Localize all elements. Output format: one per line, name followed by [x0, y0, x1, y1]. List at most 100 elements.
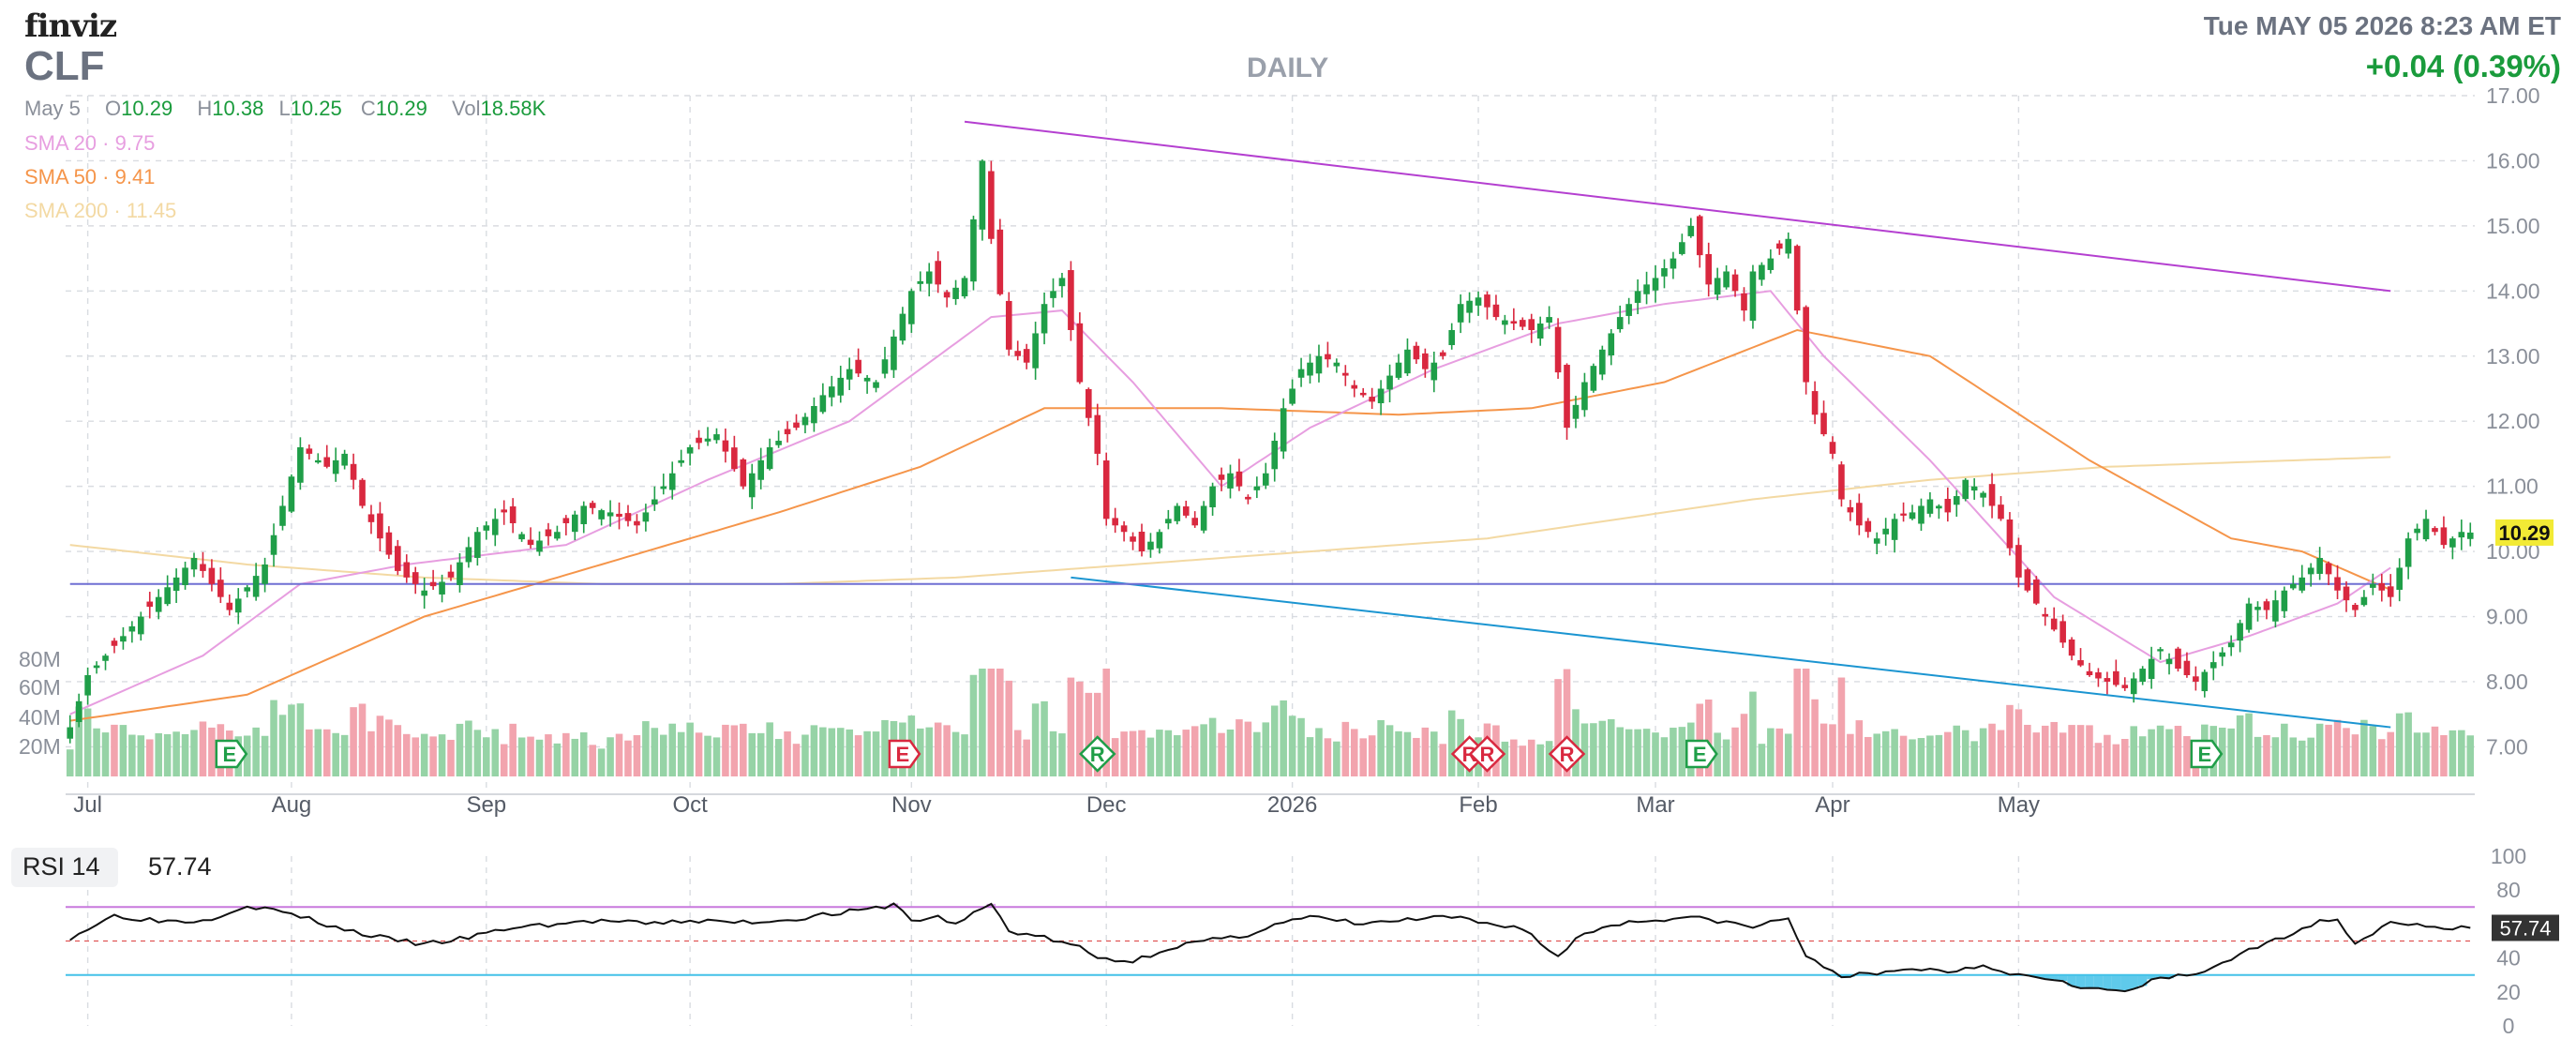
price-tick-label: 13.00	[2486, 344, 2540, 369]
volume-bar	[2076, 725, 2085, 776]
rating-marker[interactable]: R	[1548, 735, 1586, 773]
candle-body	[1696, 216, 1703, 256]
earnings-marker[interactable]: E	[2190, 739, 2224, 769]
candle-body	[1076, 323, 1084, 383]
candle-body	[474, 532, 481, 558]
sma50-legend[interactable]: SMA 50 · 9.41	[24, 165, 156, 188]
candle-body	[988, 171, 995, 239]
month-label: Apr	[1815, 792, 1850, 818]
volume-bar	[784, 731, 791, 776]
close-label: C	[360, 97, 376, 120]
volume-bar	[1297, 717, 1305, 776]
candle-body	[527, 539, 534, 546]
candle-body	[1829, 442, 1836, 454]
earnings-marker[interactable]: E	[215, 739, 248, 769]
earnings-marker[interactable]: E	[888, 739, 921, 769]
candle-body	[1679, 242, 1685, 254]
candle-body	[377, 513, 383, 539]
volume-bar	[2183, 735, 2191, 776]
rsi-label[interactable]: RSI 14	[22, 852, 100, 881]
rsi-oversold-fill	[2111, 974, 2121, 990]
volume-bar	[722, 724, 729, 776]
volume-bar	[951, 731, 960, 776]
volume-bar	[208, 727, 216, 776]
candle-body	[2263, 601, 2270, 610]
volume-bar	[1093, 692, 1101, 776]
candle-body	[1253, 486, 1261, 490]
candle-body	[624, 513, 632, 521]
rating-marker[interactable]: R	[1078, 735, 1116, 773]
sma200-legend[interactable]: SMA 200 · 11.45	[24, 199, 177, 222]
candle-body	[2316, 558, 2323, 574]
month-label: Aug	[272, 792, 312, 818]
volume-bar	[535, 739, 544, 776]
candle-body	[518, 534, 525, 540]
price-tick-label: 7.00	[2486, 734, 2528, 759]
candle-body	[252, 576, 260, 597]
volume-bar	[677, 731, 685, 776]
volume-bar	[2014, 709, 2023, 776]
candle-body	[2422, 519, 2430, 540]
candle-body	[1811, 391, 1819, 415]
candle-body	[2449, 538, 2456, 548]
candle-body	[961, 278, 968, 297]
volume-bar	[1749, 691, 1757, 776]
volume-bar	[1111, 738, 1119, 776]
rsi-line	[69, 902, 2471, 993]
rsi-last-tag	[2492, 914, 2559, 941]
volume-bar	[792, 744, 801, 776]
rsi-label-box[interactable]	[11, 848, 118, 887]
candle-body	[1705, 253, 1713, 285]
candle-body	[314, 459, 322, 463]
volume-bar	[1403, 731, 1412, 776]
candle-body	[2237, 623, 2243, 641]
earnings-marker[interactable]: E	[1685, 739, 1718, 769]
candle-body	[2183, 660, 2191, 676]
candle-body	[208, 567, 216, 584]
timeframe-label[interactable]: DAILY	[1247, 53, 1329, 83]
price-tick-label: 16.00	[2486, 148, 2540, 173]
candle-body	[1032, 333, 1039, 369]
candle-body	[891, 336, 897, 370]
price-tick-label: 15.00	[2486, 214, 2540, 238]
marker-shape	[1548, 735, 1586, 773]
finviz-logo[interactable]: finviz	[24, 8, 117, 45]
volume-bar	[1988, 723, 1996, 776]
rating-marker[interactable]: R	[1468, 735, 1506, 773]
volume-bar	[571, 738, 579, 776]
volume-bar	[1572, 709, 1580, 776]
volume-bar	[252, 727, 260, 776]
volume-tick-label: 20M	[19, 734, 61, 759]
candle-body	[1723, 271, 1730, 288]
volume-bar	[376, 715, 384, 776]
volume-bar	[420, 733, 428, 776]
volume-bar	[1616, 727, 1624, 776]
volume-bar	[111, 724, 118, 776]
volume-bar	[1704, 699, 1713, 776]
candle-body	[2414, 528, 2420, 534]
candle-body	[704, 438, 711, 442]
price-tick-label: 11.00	[2486, 474, 2539, 499]
candle-body	[270, 535, 277, 555]
ticker-symbol: CLF	[24, 43, 105, 89]
volume-bar	[1076, 681, 1084, 776]
volume-bar	[2218, 727, 2226, 776]
event-markers[interactable]: EERRRREE	[215, 735, 2224, 773]
volume-bar	[651, 728, 659, 776]
candle-body	[2209, 662, 2217, 669]
volume-bar	[1554, 679, 1562, 776]
rsi-oversold-fill	[2075, 974, 2086, 988]
volume-bar	[1049, 730, 1057, 776]
volume-bar	[517, 737, 526, 776]
candle-body	[2006, 519, 2014, 549]
candle-body	[925, 271, 933, 284]
volume-bar	[2254, 736, 2262, 776]
sma20-legend[interactable]: SMA 20 · 9.75	[24, 131, 156, 155]
volume-bar	[2006, 704, 2014, 776]
volume-bar	[1519, 745, 1527, 776]
candle-body	[2077, 660, 2084, 666]
candlesticks[interactable]	[67, 159, 2474, 744]
candle-body	[1262, 473, 1269, 486]
volume-bar	[774, 739, 783, 776]
